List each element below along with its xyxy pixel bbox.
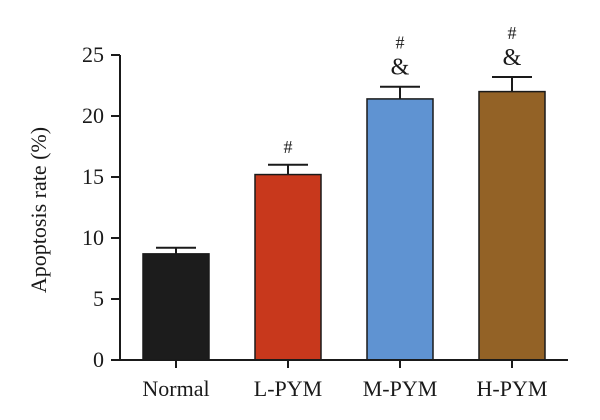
y-axis-label: Apoptosis rate (%) (26, 127, 51, 293)
bar-l-pym (254, 173, 322, 361)
significance-hash: # (284, 137, 293, 157)
y-axis: 0 5 10 15 20 25 (82, 42, 121, 372)
y-tick-label: 20 (82, 103, 104, 128)
y-tick-label: 5 (93, 286, 104, 311)
bar-h-pym (478, 90, 546, 361)
x-tick-label: L-PYM (254, 376, 322, 401)
x-tick-label: Normal (142, 376, 209, 401)
significance-ampersand: & (503, 45, 522, 71)
bar-normal (142, 253, 210, 361)
y-tick-label: 0 (93, 347, 104, 372)
x-tick-label: M-PYM (363, 376, 438, 401)
x-axis: Normal L-PYM M-PYM H-PYM (120, 359, 568, 401)
bar-m-pym (366, 98, 434, 361)
x-tick-label: H-PYM (477, 376, 548, 401)
significance-hash: # (508, 23, 517, 43)
significance-ampersand: & (391, 55, 410, 81)
significance-hash: # (396, 33, 405, 53)
y-tick-label: 10 (82, 225, 104, 250)
y-tick-label: 15 (82, 164, 104, 189)
y-tick-label: 25 (82, 42, 104, 67)
bars-group: #&#&# (142, 23, 546, 361)
